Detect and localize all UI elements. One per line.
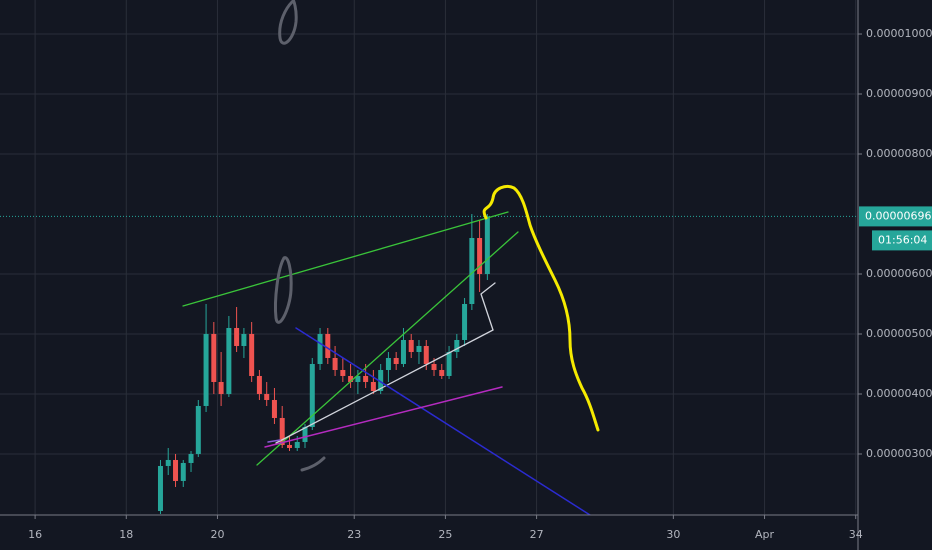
candle-body [180, 462, 186, 481]
candle-body [393, 357, 399, 364]
candle-body [462, 303, 468, 340]
x-tick-label: 18 [119, 528, 133, 541]
countdown-box [872, 230, 932, 251]
candle-body [325, 333, 331, 358]
last-price-box [859, 206, 932, 227]
trend-line [267, 439, 281, 443]
candle-body [249, 333, 255, 376]
x-tick-label: 34 [849, 528, 863, 541]
candle-body [302, 426, 308, 442]
price-axis [858, 0, 932, 550]
freehand [482, 184, 600, 432]
x-tick-label: Apr [755, 528, 775, 541]
candle-body [317, 333, 323, 364]
x-tick-label: 23 [347, 528, 361, 541]
candle-body [454, 339, 460, 352]
candle-body [203, 333, 209, 406]
freehand [278, 0, 298, 45]
candle-body [157, 465, 163, 511]
trend-line [182, 211, 509, 307]
candle-body [446, 351, 452, 376]
trend-line [275, 329, 494, 444]
trend-line [264, 386, 503, 448]
y-tick-label: 0.00000500 [866, 327, 932, 340]
candle-body [309, 363, 315, 427]
candle-body [370, 381, 376, 391]
x-tick-label: 16 [28, 528, 42, 541]
candle-body [439, 369, 445, 376]
candle-body [271, 399, 277, 418]
x-tick-label: 27 [530, 528, 544, 541]
candle-body [378, 369, 384, 391]
trend-line [256, 231, 519, 466]
countdown-label: 01:56:04 [878, 233, 927, 246]
candle-body [332, 357, 338, 370]
candle-body [416, 345, 422, 352]
y-tick-label: 0.00000800 [866, 147, 932, 160]
y-tick-label: 0.00001000 [866, 27, 932, 40]
freehand [274, 256, 293, 324]
candle-body [264, 393, 270, 400]
freehand [300, 456, 326, 472]
x-tick-label: 25 [438, 528, 452, 541]
last-price-label: 0.00000696 [865, 209, 931, 222]
candle-body [385, 357, 391, 370]
time-axis [0, 515, 858, 550]
candle-body [279, 417, 285, 445]
candle-body [355, 375, 361, 382]
candle-body [423, 345, 429, 364]
candle-body [363, 375, 369, 382]
candle-body [218, 381, 224, 394]
candle-body [256, 375, 262, 394]
candle-body [400, 339, 406, 364]
candle-body [408, 339, 414, 352]
candle-body [469, 238, 475, 304]
drawings [182, 0, 600, 516]
y-tick-label: 0.00000600 [866, 267, 932, 280]
candle-body [431, 363, 437, 370]
y-tick-label: 0.00000900 [866, 87, 932, 100]
candle-body [286, 444, 292, 448]
candle-body [294, 441, 300, 448]
candle-body [195, 405, 201, 454]
x-tick-label: 20 [210, 528, 224, 541]
candle-body [165, 459, 171, 466]
candle-body [211, 333, 217, 382]
y-tick-label: 0.00000300 [866, 447, 932, 460]
candle-body [484, 216, 490, 274]
plot-area [0, 0, 858, 515]
trend-line [480, 282, 496, 331]
candle-body [241, 333, 247, 346]
y-tick-label: 0.00000400 [866, 387, 932, 400]
candle-body [173, 459, 179, 481]
candle-body [340, 369, 346, 376]
candle-body [226, 327, 232, 394]
candle-body [477, 238, 483, 274]
candle-body [234, 327, 240, 346]
candle-body [348, 375, 354, 382]
candle-body [188, 453, 194, 463]
x-tick-label: 30 [666, 528, 680, 541]
trend-line [295, 327, 591, 516]
